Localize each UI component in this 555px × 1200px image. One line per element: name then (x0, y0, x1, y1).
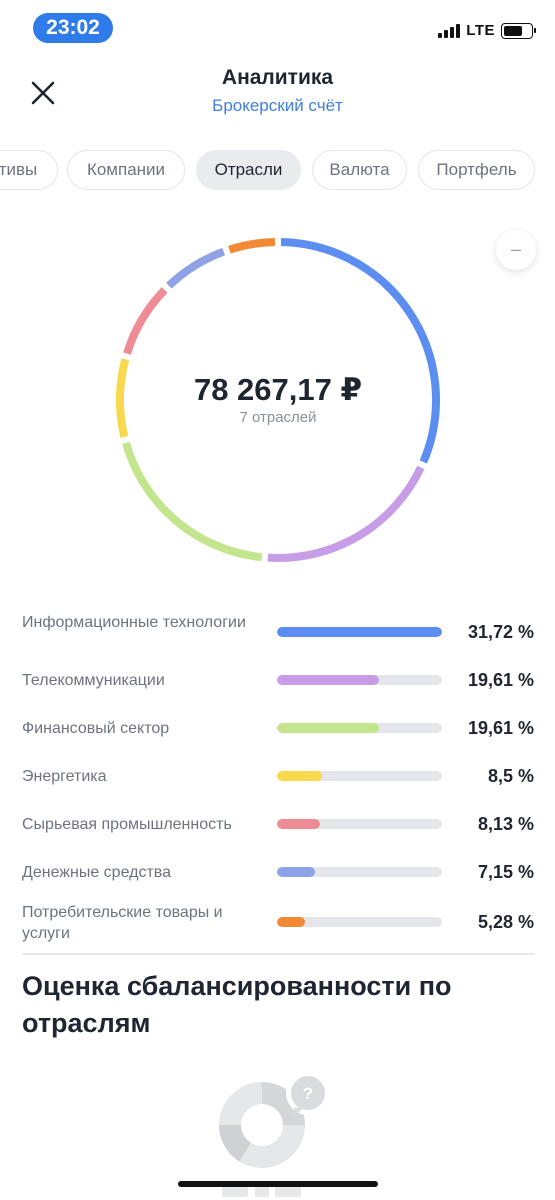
legend-name: Финансовый сектор (22, 720, 170, 737)
legend-row[interactable]: Сырьевая промышленность 8,13 % (22, 814, 534, 844)
legend-percent: 19,61 % (467, 718, 534, 738)
legend-name: Энергетика (22, 768, 107, 785)
close-icon (31, 81, 55, 105)
status-indicators: LTE (438, 22, 536, 39)
sector-donut-chart (108, 230, 448, 570)
legend-bar (277, 771, 442, 781)
tab-companies[interactable]: Компании (67, 150, 185, 190)
legend-bar (277, 675, 442, 685)
legend-row[interactable]: Телекоммуникации 19,61 % (22, 670, 534, 700)
analytics-tabs: тивы Компании Отрасли Валюта Портфель (0, 150, 555, 192)
network-label: LTE (466, 22, 495, 39)
legend-bar-fill (277, 627, 442, 637)
legend-percent: 31,72 % (467, 622, 534, 642)
section-divider (22, 953, 534, 955)
donut-svg (116, 238, 440, 562)
legend-bar-fill (277, 819, 320, 829)
legend-name: Сырьевая промышленность (22, 816, 232, 833)
portfolio-total: 78 267,17 ₽ (193, 372, 363, 407)
donut-slice[interactable] (228, 238, 276, 254)
tab-sectors[interactable]: Отрасли (196, 150, 301, 190)
signal-icon (438, 23, 461, 38)
legend-name: Информационные технологии (22, 614, 246, 631)
legend-bar (277, 627, 442, 637)
legend-percent: 8,5 % (487, 766, 534, 786)
legend-percent: 8,13 % (477, 814, 534, 834)
donut-slice[interactable] (166, 247, 226, 289)
balance-section-title: Оценка сбалансированности по отраслям (22, 971, 452, 1038)
legend-row[interactable]: Энергетика 8,5 % (22, 766, 534, 796)
sector-count: 7 отраслей (239, 409, 317, 426)
legend-bar-fill (277, 917, 306, 927)
legend-bar (277, 917, 442, 927)
legend-bar-fill (277, 771, 322, 781)
account-subtitle[interactable]: Брокерский счёт (212, 96, 343, 115)
legend-row[interactable]: Потребительские товары и услуги 5,28 % (22, 900, 534, 948)
legend-percent: 5,28 % (477, 912, 534, 932)
legend-percent: 7,15 % (477, 862, 534, 882)
donut-slice[interactable] (122, 441, 263, 562)
collapse-button[interactable]: – (496, 230, 536, 270)
legend-percent: 19,61 % (467, 670, 534, 690)
page-title: Аналитика (221, 66, 334, 89)
status-time: 23:02 (33, 13, 113, 43)
legend-bar-fill (277, 723, 380, 733)
legend-bar (277, 819, 442, 829)
home-indicator[interactable] (178, 1181, 378, 1187)
close-button[interactable] (28, 78, 58, 108)
tab-assets[interactable]: тивы (0, 150, 58, 190)
tab-currency[interactable]: Валюта (312, 150, 407, 190)
donut-slice[interactable] (267, 465, 425, 562)
legend-bar-fill (277, 867, 315, 877)
legend-bar (277, 723, 442, 733)
help-glyph: ? (303, 1084, 313, 1103)
legend-bar (277, 867, 442, 877)
legend-bar-fill (277, 675, 380, 685)
legend-name: Потребительские товары и услуги (22, 904, 223, 942)
legend-row[interactable]: Информационные технологии 31,72 % (22, 608, 534, 656)
donut-slice[interactable] (116, 358, 130, 438)
legend-row[interactable]: Денежные средства 7,15 % (22, 862, 534, 892)
battery-icon (501, 22, 536, 39)
tab-portfolio[interactable]: Портфель (418, 150, 535, 190)
donut-slice[interactable] (123, 287, 168, 355)
balance-illustration: ? (215, 1071, 340, 1200)
legend-name: Денежные средства (22, 864, 171, 881)
legend-name: Телекоммуникации (22, 672, 165, 689)
status-bar: 23:02 LTE (0, 0, 555, 56)
donut-placeholder-icon: ? (219, 1071, 330, 1197)
legend-row[interactable]: Финансовый сектор 19,61 % (22, 718, 534, 748)
donut-slice[interactable] (280, 238, 440, 464)
